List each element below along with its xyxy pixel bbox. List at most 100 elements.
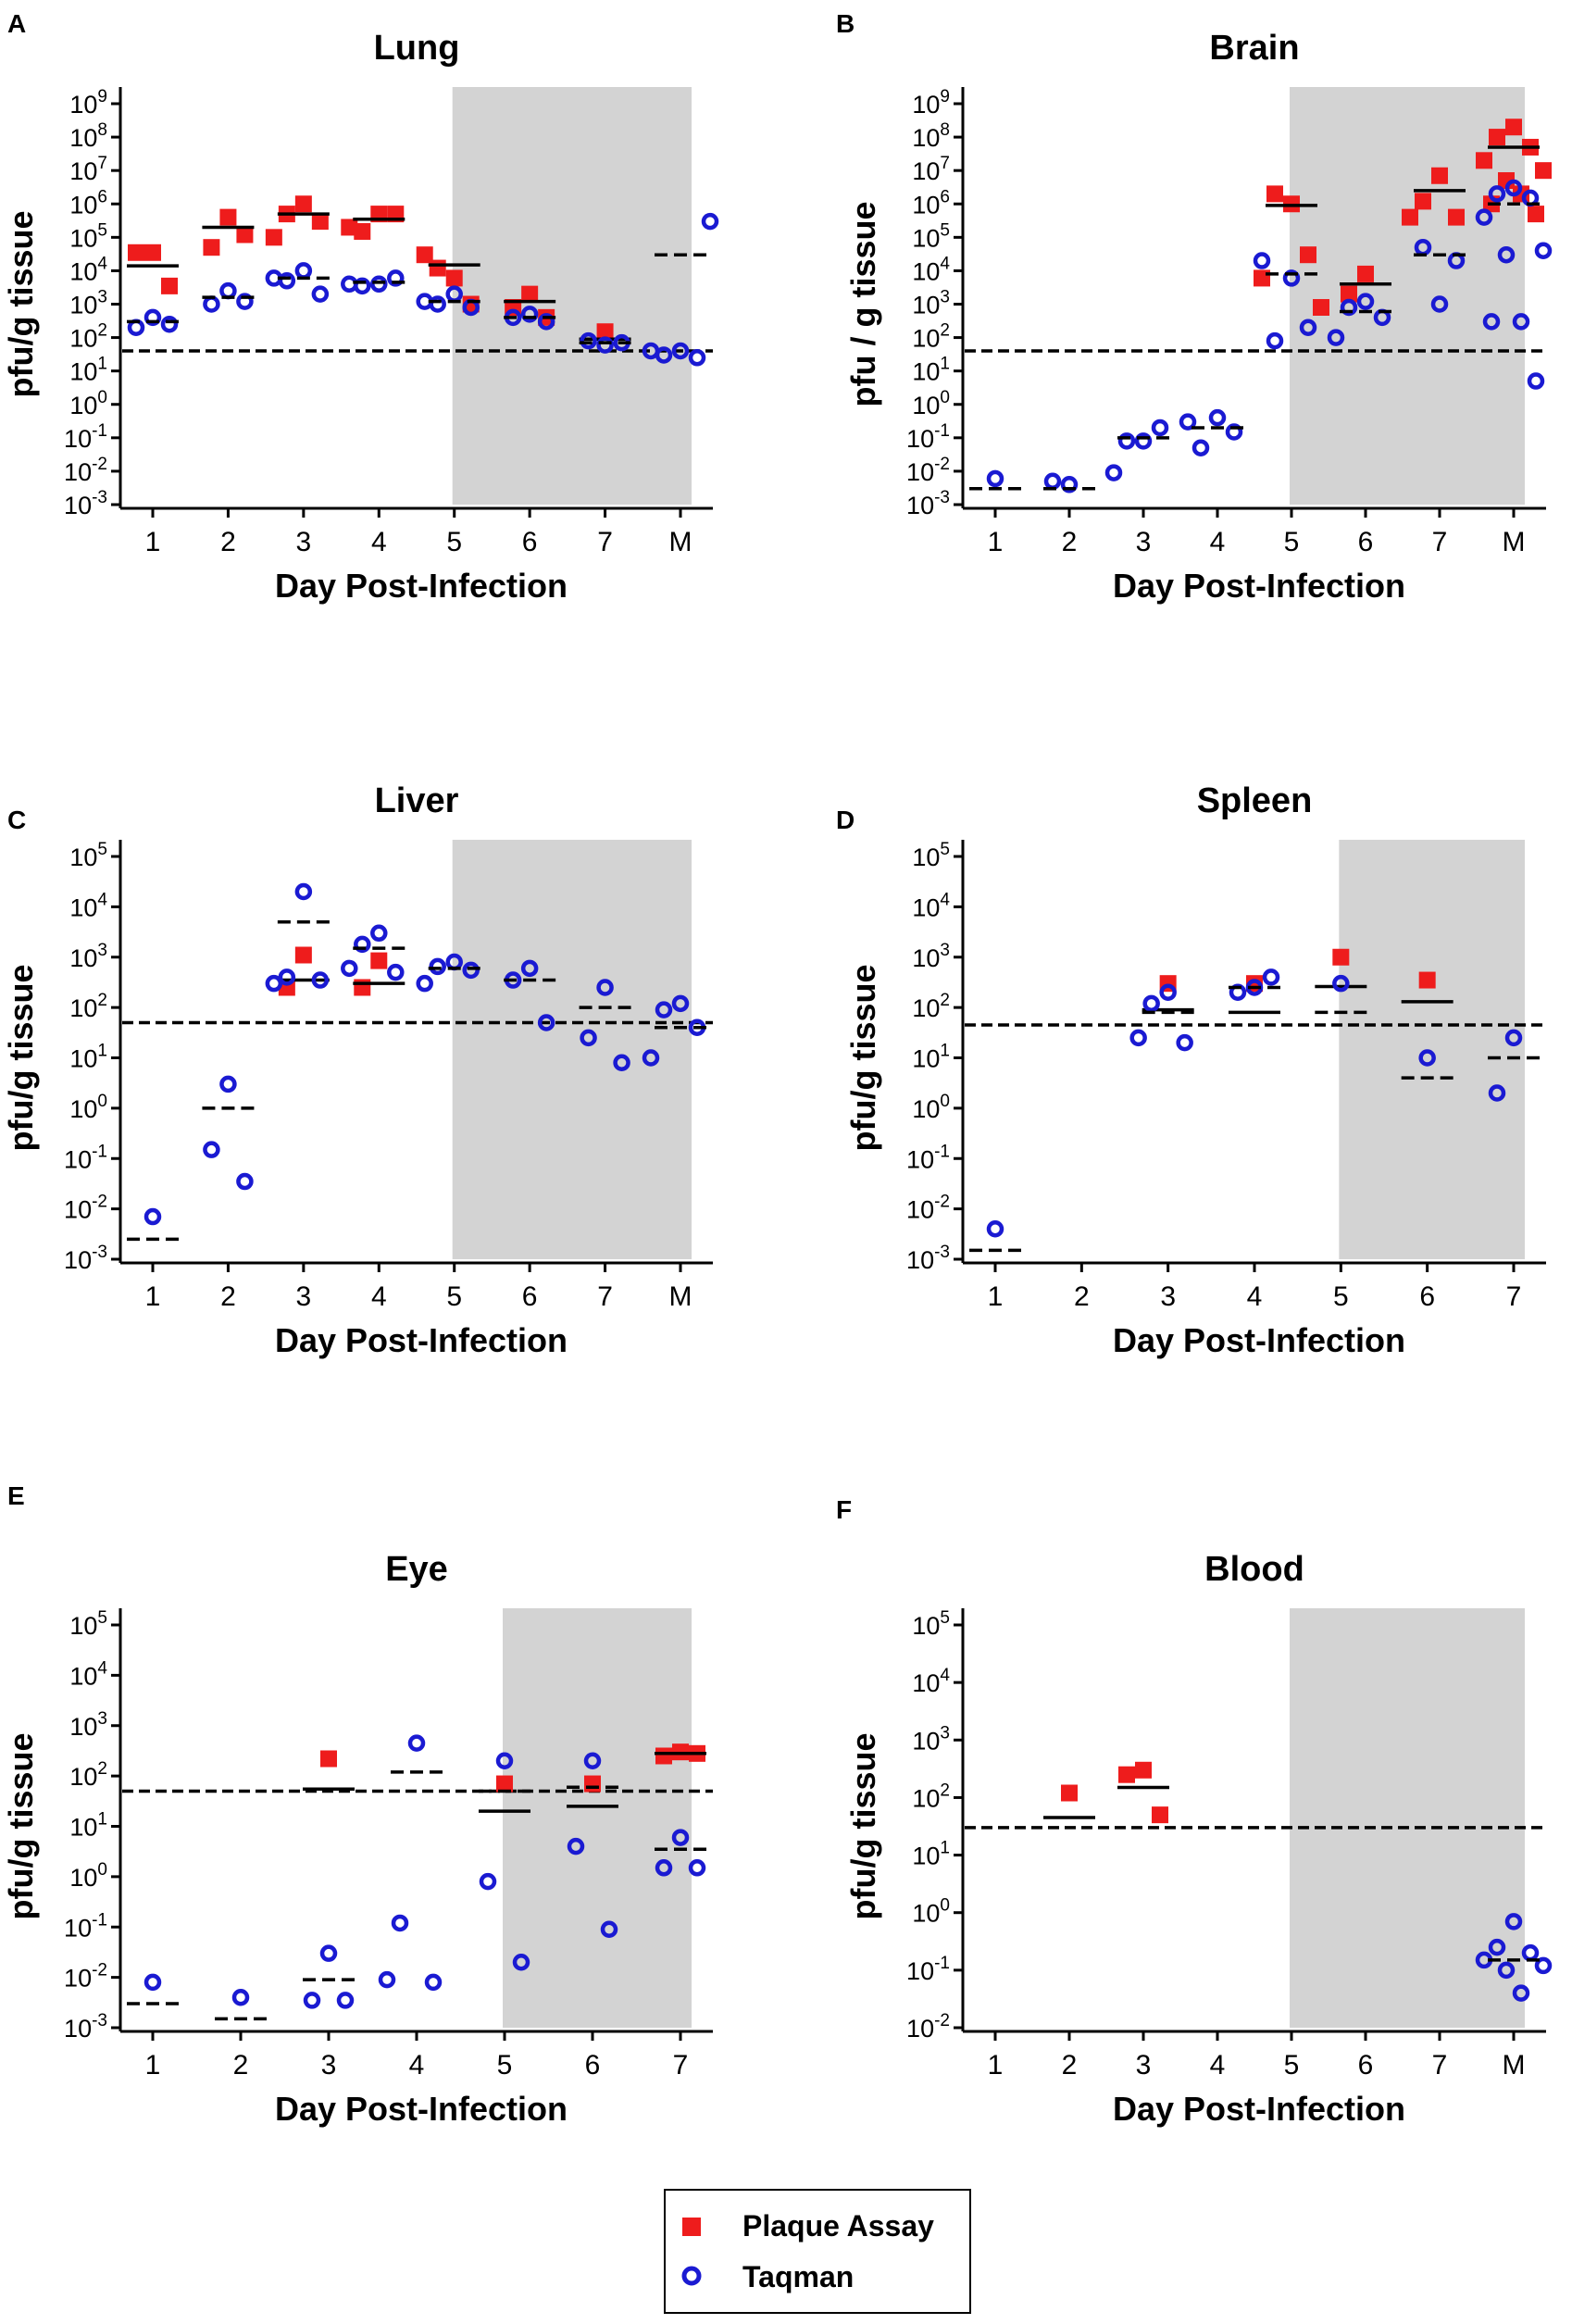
plaque-point bbox=[294, 195, 312, 213]
panel-letter: D bbox=[836, 806, 855, 834]
plaque-point bbox=[128, 244, 144, 261]
taqman-point bbox=[1418, 1049, 1436, 1067]
taqman-point bbox=[1060, 476, 1079, 494]
x-tick-label: 4 bbox=[371, 527, 387, 557]
plaque-point bbox=[1135, 1761, 1152, 1779]
x-tick-label: 2 bbox=[220, 527, 236, 557]
y-tick-label: 105 bbox=[912, 840, 950, 871]
plaque-point bbox=[1313, 298, 1329, 316]
panel-e: E Eye 10-3 10-2 10-1 100 101 102 103 104 105 1 2 3 4 5 6… bbox=[2, 1481, 713, 2128]
taqman-point bbox=[311, 971, 330, 989]
plaque-point bbox=[1535, 162, 1552, 180]
taqman-point bbox=[1504, 1029, 1523, 1047]
plaque-point bbox=[311, 213, 329, 231]
taqman-point bbox=[1497, 245, 1516, 264]
x-tick-label: 2 bbox=[1074, 1281, 1090, 1312]
taqman-point bbox=[479, 1872, 497, 1891]
taqman-point bbox=[143, 308, 162, 327]
taqman-point bbox=[407, 1734, 426, 1752]
y-tick-label: 101 bbox=[69, 355, 107, 386]
taqman-point bbox=[203, 295, 220, 313]
taqman-point bbox=[424, 1973, 443, 1992]
taqman-point bbox=[688, 349, 706, 367]
y-tick-label: 104 bbox=[69, 254, 107, 285]
y-tick-label: 10-1 bbox=[906, 421, 950, 453]
taqman-point bbox=[219, 281, 237, 300]
taqman-point bbox=[1253, 252, 1271, 269]
plaque-point bbox=[1476, 152, 1492, 169]
y-tick-label: 10-2 bbox=[64, 455, 107, 486]
y-tick-label: 109 bbox=[69, 87, 107, 119]
taqman-point bbox=[583, 1752, 602, 1770]
taqman-point bbox=[311, 285, 330, 303]
taqman-point bbox=[1534, 1956, 1553, 1975]
x-tick-label: 3 bbox=[1160, 1281, 1176, 1312]
taqman-point bbox=[160, 315, 179, 333]
y-tick-label: 10-2 bbox=[906, 2011, 950, 2043]
y-tick-label: 105 bbox=[69, 1608, 107, 1640]
plaque-point bbox=[1448, 208, 1465, 226]
y-tick-label: 106 bbox=[69, 187, 107, 219]
panel-letter: B bbox=[836, 9, 855, 38]
x-tick-label: 6 bbox=[1419, 1281, 1435, 1312]
taqman-point bbox=[143, 1207, 162, 1226]
plaque-point bbox=[236, 226, 254, 244]
plaque-point bbox=[265, 229, 282, 246]
taqman-point bbox=[1488, 1084, 1506, 1102]
taqman-point bbox=[319, 1944, 338, 1962]
taqman-point bbox=[1512, 1984, 1530, 2002]
taqman-point bbox=[370, 275, 388, 294]
y-tick-label: 10-1 bbox=[64, 1910, 107, 1942]
taqman-point bbox=[1488, 185, 1506, 203]
panel-title: Spleen bbox=[1197, 781, 1313, 820]
plaque-point bbox=[1152, 1806, 1168, 1824]
y-axis-label: pfu/g tissue bbox=[2, 964, 40, 1151]
taqman-point bbox=[596, 336, 614, 354]
panel-title: Lung bbox=[374, 29, 460, 68]
taqman-point bbox=[1129, 1029, 1147, 1047]
y-tick-label: 10-3 bbox=[64, 2011, 107, 2043]
x-tick-label: M bbox=[1503, 527, 1526, 557]
taqman-point bbox=[1504, 179, 1523, 197]
y-tick-label: 108 bbox=[69, 120, 107, 152]
taqman-point bbox=[537, 313, 555, 331]
x-tick-label: 4 bbox=[371, 1281, 387, 1312]
taqman-point bbox=[1117, 432, 1136, 450]
x-tick-label: 1 bbox=[145, 527, 161, 557]
y-tick-label: 100 bbox=[912, 1092, 950, 1123]
legend-plaque-label: Plaque Assay bbox=[742, 2209, 934, 2243]
taqman-point bbox=[429, 957, 446, 976]
y-tick-label: 105 bbox=[69, 220, 107, 252]
taqman-point bbox=[387, 963, 405, 981]
panel-title: Liver bbox=[375, 781, 459, 820]
shaded-region bbox=[1339, 840, 1525, 1259]
y-tick-label: 104 bbox=[912, 254, 950, 285]
x-tick-label: 4 bbox=[1210, 527, 1226, 557]
taqman-point bbox=[416, 974, 433, 993]
shaded-region bbox=[452, 840, 692, 1259]
taqman-point bbox=[1262, 968, 1280, 986]
plaque-point bbox=[1528, 206, 1544, 223]
y-tick-label: 100 bbox=[69, 1860, 107, 1892]
y-tick-label: 101 bbox=[912, 1042, 950, 1073]
taqman-point bbox=[1527, 372, 1545, 390]
panel-letter: A bbox=[7, 9, 26, 38]
x-tick-label: 6 bbox=[585, 2050, 601, 2080]
taqman-point bbox=[655, 1859, 673, 1877]
x-tick-label: 7 bbox=[673, 2050, 689, 2080]
taqman-point bbox=[265, 974, 283, 993]
taqman-point bbox=[1430, 295, 1449, 313]
taqman-point bbox=[642, 342, 660, 360]
y-tick-label: 107 bbox=[912, 154, 950, 185]
plaque-point bbox=[445, 269, 463, 287]
x-tick-label: 6 bbox=[522, 1281, 538, 1312]
x-tick-label: 3 bbox=[1136, 2050, 1152, 2080]
y-tick-label: 100 bbox=[912, 388, 950, 419]
taqman-point bbox=[1043, 472, 1062, 491]
x-axis-label: Day Post-Infection bbox=[1113, 1321, 1405, 1359]
taqman-point bbox=[596, 979, 614, 996]
taqman-point bbox=[1356, 293, 1375, 310]
taqman-point bbox=[1134, 432, 1153, 450]
legend: Plaque Assay Taqman bbox=[664, 2189, 971, 2314]
taqman-point bbox=[986, 1220, 1004, 1238]
